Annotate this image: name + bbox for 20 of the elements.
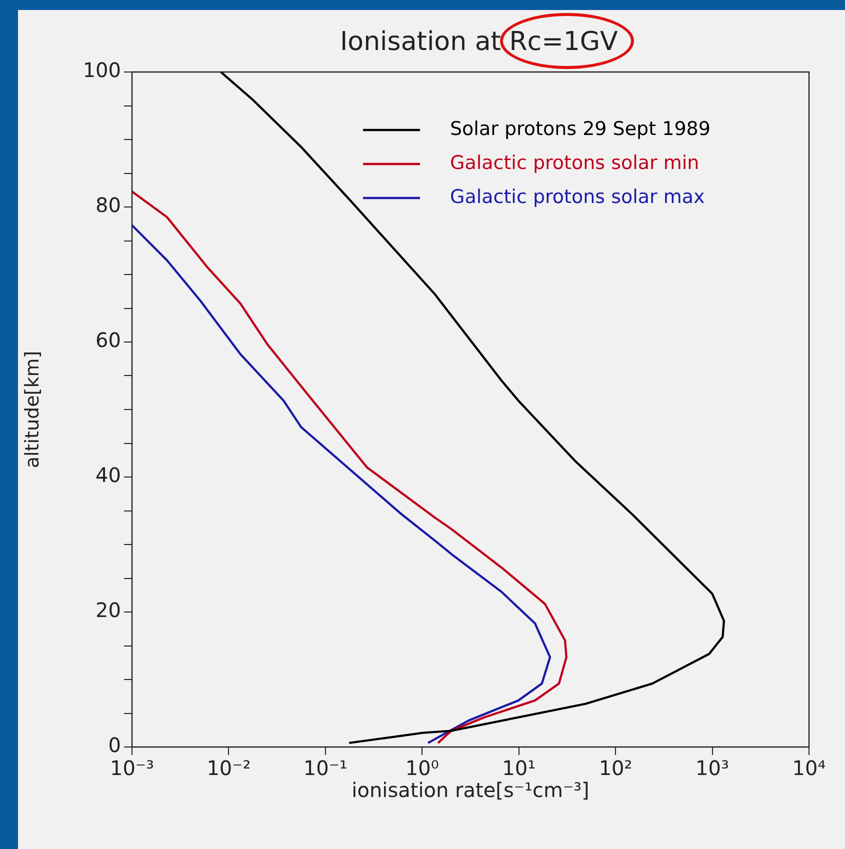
legend-label: Galactic protons solar min xyxy=(450,152,700,174)
legend-label: Galactic protons solar max xyxy=(450,186,705,208)
x-tick-label: 10³ xyxy=(696,756,730,780)
x-tick-label: 10⁻³ xyxy=(110,756,154,780)
y-tick-label: 80 xyxy=(96,193,121,218)
y-tick-label: 40 xyxy=(96,463,121,488)
x-tick-label: 10⁻¹ xyxy=(303,756,348,780)
y-tick-label: 20 xyxy=(96,598,121,622)
y-axis-title: altitude[km] xyxy=(21,350,44,468)
x-tick-label: 10⁴ xyxy=(792,756,826,780)
x-axis-title: ionisation rate[s⁻¹cm⁻³] xyxy=(352,778,590,802)
y-tick-label: 60 xyxy=(96,328,121,352)
x-tick-label: 10⁻² xyxy=(206,756,251,780)
x-tick-label: 10² xyxy=(598,756,632,780)
y-tick-label: 0 xyxy=(108,733,121,758)
legend-label: Solar protons 29 Sept 1989 xyxy=(450,118,710,140)
y-tick-label: 100 xyxy=(82,58,121,82)
x-tick-label: 10¹ xyxy=(502,756,536,780)
chart-title: Ionisation at Rc=1GV xyxy=(340,27,618,57)
x-tick-label: 10⁰ xyxy=(405,756,439,780)
